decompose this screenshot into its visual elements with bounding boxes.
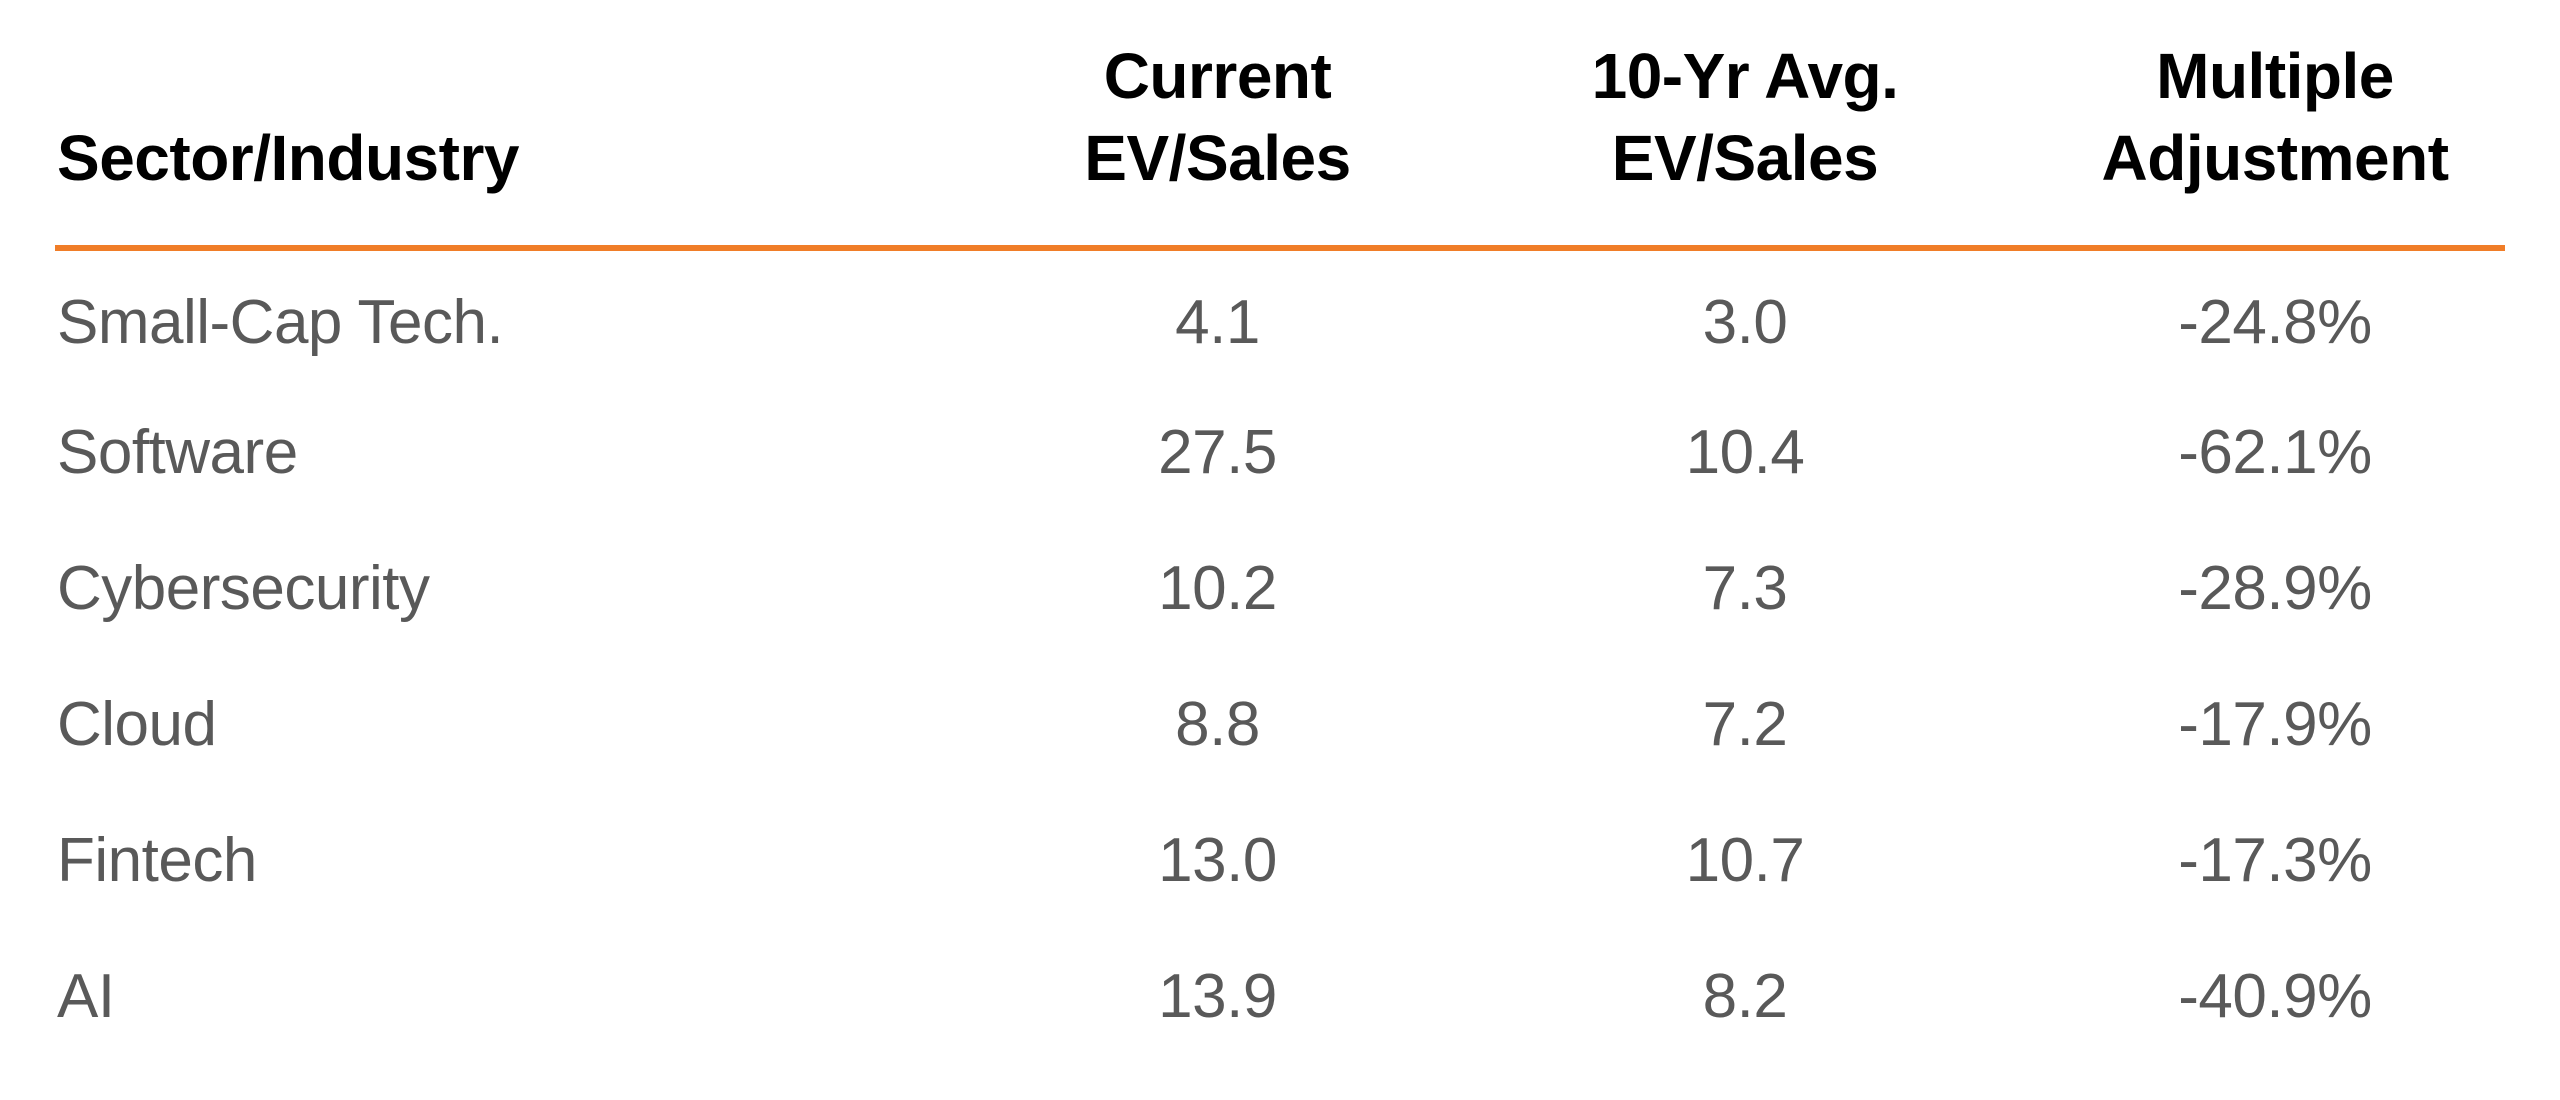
cell-sector: Small-Cap Tech. (57, 288, 504, 357)
cell-10yr-avg-ev-sales: 10.4 (1685, 417, 1805, 487)
cell-multiple-adjustment: -24.8% (2178, 288, 2372, 357)
table-row-cybersecurity: Cybersecurity 10.2 7.3 -28.9% (55, 520, 2505, 656)
cell-10yr-avg-ev-sales: 7.2 (1702, 689, 1788, 759)
column-header-current-ev-sales: Current EV/Sales (990, 0, 1445, 248)
header-line: EV/Sales (1611, 121, 1879, 194)
header-line: 10-Yr Avg. (1591, 40, 1899, 113)
cell-current-ev-sales: 27.5 (1158, 417, 1277, 487)
table-row-fintech: Fintech 13.0 10.7 -17.3% (55, 792, 2505, 928)
cell-current-ev-sales: 13.0 (1158, 825, 1277, 895)
cell-sector: Cybersecurity (57, 553, 430, 623)
column-header-multiple-adjustment: Multiple Adjustment (2045, 0, 2505, 248)
table-header-row: Sector/Industry Current EV/Sales 10-Yr A… (55, 0, 2505, 248)
cell-sector: AI (57, 961, 115, 1031)
cell-10yr-avg-ev-sales: 3.0 (1702, 288, 1788, 357)
table-row-ai: AI 13.9 8.2 -40.9% (55, 928, 2505, 1064)
cell-current-ev-sales: 10.2 (1158, 553, 1277, 623)
cell-multiple-adjustment: -17.9% (2178, 689, 2372, 759)
cell-sector: Cloud (57, 689, 217, 759)
cell-current-ev-sales: 13.9 (1158, 961, 1277, 1031)
cell-current-ev-sales: 8.8 (1175, 689, 1260, 759)
table-row-small-cap-tech: Small-Cap Tech. 4.1 3.0 -24.8% (55, 248, 2505, 384)
header-line: EV/Sales (1084, 121, 1351, 194)
cell-multiple-adjustment: -62.1% (2178, 417, 2372, 487)
header-line: Adjustment (2101, 121, 2450, 194)
cell-10yr-avg-ev-sales: 10.7 (1685, 825, 1805, 895)
cell-current-ev-sales: 4.1 (1175, 288, 1260, 357)
cell-sector: Software (57, 417, 298, 487)
cell-10yr-avg-ev-sales: 7.3 (1702, 553, 1788, 623)
header-line: Current (1103, 40, 1332, 113)
cell-multiple-adjustment: -28.9% (2178, 553, 2372, 623)
cell-multiple-adjustment: -17.3% (2178, 825, 2372, 895)
cell-sector: Fintech (57, 825, 257, 895)
header-line: Sector/Industry (57, 121, 519, 194)
cell-multiple-adjustment: -40.9% (2178, 961, 2372, 1031)
ev-sales-valuation-table: Sector/Industry Current EV/Sales 10-Yr A… (55, 0, 2505, 1064)
table-row-cloud: Cloud 8.8 7.2 -17.9% (55, 656, 2505, 792)
column-header-10yr-avg-ev-sales: 10-Yr Avg. EV/Sales (1445, 0, 2045, 248)
column-header-sector-industry: Sector/Industry (55, 0, 990, 248)
table-row-software: Software 27.5 10.4 -62.1% (55, 384, 2505, 520)
header-line: Multiple (2156, 40, 2394, 113)
cell-10yr-avg-ev-sales: 8.2 (1702, 961, 1788, 1031)
